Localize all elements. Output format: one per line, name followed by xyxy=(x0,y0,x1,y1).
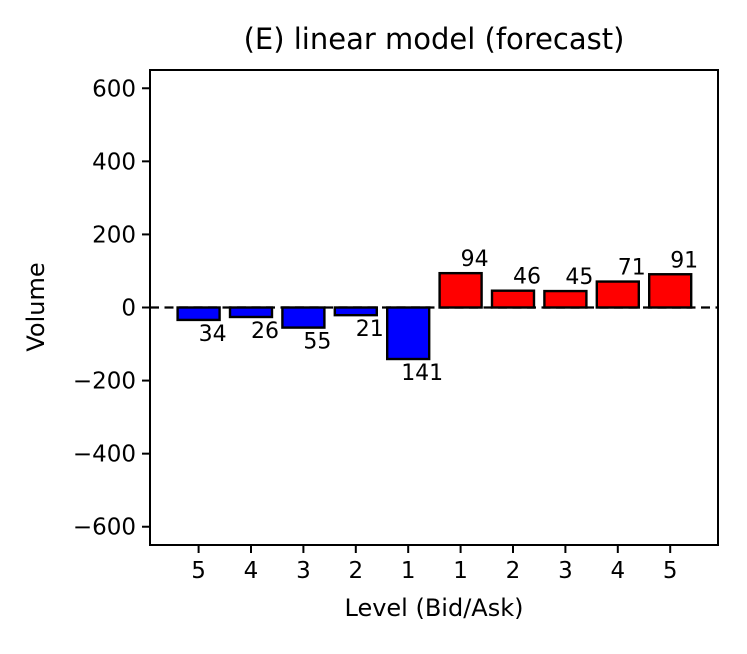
x-tick-label: 1 xyxy=(453,558,468,584)
y-tick-label: 400 xyxy=(92,149,136,175)
bar-value-label: 34 xyxy=(199,322,227,347)
x-tick-label: 4 xyxy=(610,558,625,584)
x-tick-label: 4 xyxy=(244,558,259,584)
bar-value-label: 21 xyxy=(356,317,384,342)
x-tick-label: 2 xyxy=(506,558,521,584)
bar-value-label: 91 xyxy=(670,248,698,273)
x-tick-label: 2 xyxy=(348,558,363,584)
bar-ask-4 xyxy=(595,280,640,309)
y-tick-label: −400 xyxy=(73,442,136,468)
y-tick-label: −600 xyxy=(73,515,136,541)
y-tick-label: 600 xyxy=(92,76,136,102)
bar-ask-3 xyxy=(543,289,588,309)
bar-bid-2 xyxy=(333,306,378,317)
bar-value-label: 46 xyxy=(513,265,541,290)
bar-ask-1 xyxy=(438,271,483,309)
bar-value-label: 45 xyxy=(565,265,593,290)
bar-value-label: 26 xyxy=(251,319,279,344)
bar-ask-5 xyxy=(648,273,693,309)
bar-value-label: 55 xyxy=(303,330,331,355)
bar-value-label: 71 xyxy=(618,256,646,281)
bar-ask-2 xyxy=(490,289,536,309)
bar-bid-3 xyxy=(281,306,326,329)
y-tick-label: 200 xyxy=(92,222,136,248)
x-tick-label: 5 xyxy=(663,558,678,584)
bar-bid-4 xyxy=(228,306,274,319)
plot-border xyxy=(149,69,719,546)
x-tick-label: 3 xyxy=(558,558,573,584)
y-tick-label: −200 xyxy=(73,369,136,395)
bar-value-label: 141 xyxy=(401,361,443,386)
chart-title: (E) linear model (forecast) xyxy=(243,22,625,56)
x-tick-label: 1 xyxy=(401,558,416,584)
bar-bid-5 xyxy=(176,306,221,322)
bar-bid-1 xyxy=(386,306,431,361)
x-tick-label: 3 xyxy=(296,558,311,584)
x-axis-label: Level (Bid/Ask) xyxy=(344,594,524,622)
x-tick-label: 5 xyxy=(191,558,206,584)
y-tick-label: 0 xyxy=(121,296,136,322)
bar-value-label: 94 xyxy=(461,247,489,272)
